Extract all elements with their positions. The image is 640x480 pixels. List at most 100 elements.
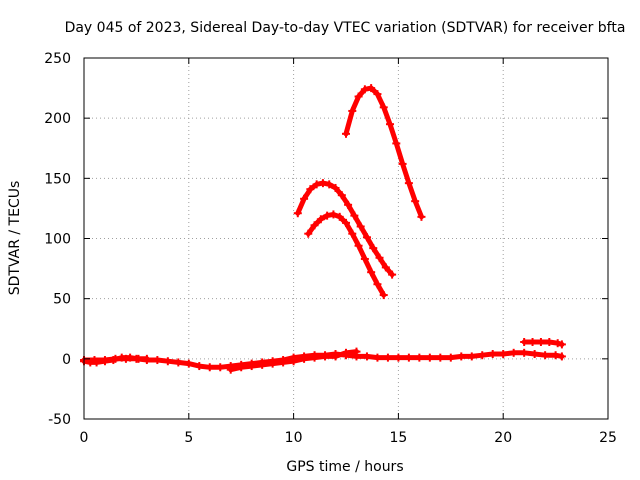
- y-axis-label: SDTVAR / TECUs: [7, 181, 23, 296]
- data-point: [268, 359, 277, 368]
- data-point: [100, 357, 109, 366]
- data-point: [342, 218, 350, 227]
- data-point: [530, 350, 539, 359]
- data-point: [117, 353, 126, 362]
- data-point: [342, 129, 350, 138]
- data-point: [383, 353, 392, 362]
- data-point: [392, 139, 401, 148]
- chart-title: Day 045 of 2023, Sidereal Day-to-day VTE…: [65, 20, 626, 36]
- data-point: [310, 353, 319, 362]
- data-point: [258, 360, 267, 369]
- data-point: [316, 215, 325, 224]
- data-point: [142, 354, 151, 363]
- data-point: [92, 358, 101, 367]
- data-point: [356, 222, 365, 231]
- data-point: [425, 353, 434, 362]
- data-point: [360, 85, 369, 94]
- data-point: [411, 197, 420, 206]
- data-point: [373, 353, 382, 362]
- data-point: [293, 209, 302, 218]
- data-point: [321, 352, 330, 361]
- grid: [84, 58, 608, 419]
- data-series: [80, 84, 566, 374]
- data-point: [499, 350, 508, 359]
- data-point: [331, 183, 340, 192]
- data-point: [300, 354, 309, 363]
- x-tick-label: 0: [80, 430, 89, 446]
- data-point: [541, 351, 550, 360]
- data-point: [216, 363, 225, 372]
- data-point: [457, 352, 466, 361]
- data-point: [342, 348, 350, 357]
- x-tick-label: 25: [599, 430, 617, 446]
- data-point: [379, 103, 388, 112]
- x-axis-label: GPS time / hours: [286, 459, 403, 475]
- data-point: [329, 210, 338, 219]
- y-tick-label: 100: [44, 232, 71, 248]
- data-point: [226, 365, 235, 374]
- data-point: [323, 211, 332, 220]
- data-point: [289, 357, 298, 366]
- x-tick-label: 5: [184, 430, 193, 446]
- data-point: [415, 353, 424, 362]
- data-point: [352, 347, 361, 356]
- data-point: [163, 357, 172, 366]
- data-point: [348, 229, 357, 238]
- data-point: [306, 185, 315, 194]
- data-point: [237, 363, 246, 372]
- data-point: [348, 106, 357, 115]
- data-point: [404, 353, 413, 362]
- data-point: [335, 212, 344, 221]
- data-point: [312, 180, 321, 189]
- data-point: [520, 337, 529, 346]
- data-point: [528, 337, 537, 346]
- data-point: [386, 120, 395, 129]
- data-point: [381, 263, 390, 272]
- y-tick-label: 250: [44, 51, 71, 67]
- data-point: [520, 348, 529, 357]
- data-point: [509, 348, 518, 357]
- data-point: [362, 352, 371, 361]
- data-point: [360, 254, 369, 263]
- series-line-arc-a: [295, 180, 395, 278]
- data-point: [354, 92, 363, 101]
- data-point: [536, 337, 545, 346]
- data-point: [153, 356, 162, 365]
- data-point: [417, 212, 426, 221]
- data-point: [545, 337, 554, 346]
- y-tick-label: -50: [48, 412, 71, 428]
- data-point: [557, 340, 566, 349]
- data-point: [126, 353, 135, 362]
- data-point: [478, 351, 487, 360]
- y-tick-label: 50: [53, 292, 71, 308]
- data-point: [247, 362, 256, 371]
- data-point: [354, 241, 363, 250]
- data-point: [318, 179, 327, 188]
- axes: 0 5 10 15 20 25 -50 0 50 100 150 200 250: [44, 51, 617, 446]
- data-point: [300, 194, 309, 203]
- data-point: [404, 179, 413, 188]
- x-tick-label: 10: [285, 430, 303, 446]
- data-point: [350, 211, 359, 220]
- data-point: [109, 356, 118, 365]
- data-point: [553, 339, 562, 348]
- data-point: [184, 359, 193, 368]
- data-point: [398, 159, 407, 168]
- data-point: [174, 358, 183, 367]
- data-point: [304, 229, 313, 238]
- data-point: [362, 233, 371, 242]
- data-point: [557, 352, 566, 361]
- x-tick-label: 20: [494, 430, 512, 446]
- x-tick-label: 15: [389, 430, 407, 446]
- data-point: [195, 362, 204, 371]
- data-point: [134, 354, 143, 363]
- data-point: [367, 84, 376, 93]
- data-point: [344, 200, 353, 209]
- data-point: [373, 90, 382, 99]
- data-point: [310, 221, 319, 230]
- data-point: [325, 180, 334, 189]
- data-point: [337, 191, 346, 200]
- data-point: [488, 350, 497, 359]
